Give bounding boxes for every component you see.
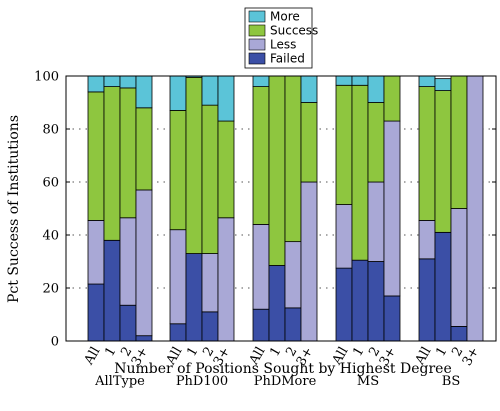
bar-failed (434, 231, 452, 342)
bar-success (351, 84, 369, 261)
bar-success (300, 102, 318, 183)
x-axis-title: Number of Positions Sought by Highest De… (114, 361, 451, 377)
plot-frame (65, 75, 497, 342)
bar-less (418, 220, 436, 260)
bar-more (252, 75, 270, 88)
bar-success (135, 107, 153, 191)
y-axis-title: Pct Success of Institutions (6, 115, 22, 303)
x-group-label: PhDMore (254, 374, 317, 389)
bar-success (383, 75, 401, 122)
x-subcategory-label: 1 (267, 345, 284, 360)
bar-success (87, 91, 105, 221)
bar-more (217, 75, 235, 122)
legend-label: Less (270, 38, 296, 52)
bar-failed (119, 304, 137, 342)
x-group-label: PhD100 (176, 374, 228, 389)
bar-success (119, 87, 137, 219)
bar-success (169, 110, 187, 231)
bar-success (252, 86, 270, 225)
bar-failed (418, 258, 436, 342)
bar-success (335, 84, 353, 205)
bar-success (367, 102, 385, 183)
bar-failed (450, 326, 468, 342)
bar-failed (268, 265, 286, 342)
bar-less (466, 75, 484, 342)
y-tick-label: 80 (42, 123, 59, 138)
bar-success (434, 90, 452, 233)
y-tick-label: 0 (51, 335, 59, 350)
bar-success (284, 75, 302, 243)
bar-failed (383, 295, 401, 342)
y-tick-label: 20 (42, 282, 59, 297)
bar-less (169, 229, 187, 325)
bar-success (103, 86, 121, 241)
bar-failed (367, 261, 385, 342)
y-tick-label: 60 (42, 176, 59, 191)
bar-failed (87, 283, 105, 342)
bar-less (217, 217, 235, 342)
bar-less (252, 223, 270, 310)
bar-success (185, 76, 203, 254)
bar-less (201, 253, 219, 313)
bar-failed (201, 311, 219, 342)
bar-failed (135, 335, 153, 342)
bar-more (351, 75, 369, 86)
x-group-label: MS (357, 374, 379, 389)
legend-swatch (248, 52, 266, 65)
bar-more (201, 75, 219, 106)
y-axis-ticks: 0 20 40 60 80 100 (34, 70, 496, 350)
bar-less (284, 241, 302, 309)
bar-failed (335, 267, 353, 342)
bar-less (367, 181, 385, 262)
x-subcategory-label: 1 (350, 345, 367, 360)
bar-failed (252, 308, 270, 342)
bar-success (450, 75, 468, 209)
bar-more (367, 75, 385, 103)
bars (87, 75, 484, 342)
bar-less (300, 181, 318, 342)
x-subcategory-label: 1 (102, 345, 119, 360)
bar-failed (284, 307, 302, 342)
bar-more (103, 75, 121, 88)
bar-success (201, 104, 219, 254)
bar-more (169, 75, 187, 111)
bar-failed (351, 259, 369, 342)
bar-success (217, 120, 235, 219)
x-subcategory-label: 1 (433, 345, 450, 360)
y-tick-label: 40 (42, 229, 59, 244)
legend-label: Failed (270, 52, 305, 66)
bar-less (87, 220, 105, 285)
x-subcategory-label: All (81, 345, 103, 369)
bar-failed (103, 239, 121, 342)
bar-less (383, 120, 401, 297)
y-tick-label: 100 (34, 70, 59, 85)
bar-more (418, 75, 436, 88)
legend-swatch (248, 24, 266, 37)
bar-less (135, 189, 153, 337)
bar-more (119, 75, 137, 89)
legend-swatch (248, 38, 266, 51)
bar-more (135, 75, 153, 109)
bar-more (434, 78, 452, 91)
bar-more (335, 75, 353, 86)
x-subcategory-label: 3+ (460, 345, 483, 369)
bar-failed (169, 323, 187, 342)
x-group-label: AllType (94, 374, 145, 389)
bar-less (335, 204, 353, 269)
legend-swatch (248, 10, 266, 23)
bar-less (450, 208, 468, 327)
bar-success (418, 86, 436, 221)
bar-more (300, 75, 318, 103)
legend-label: Success (270, 24, 318, 38)
x-subcategory-label: 1 (184, 345, 201, 360)
bar-success (268, 75, 286, 266)
bar-failed (185, 253, 203, 342)
x-group-label: BS (442, 374, 460, 389)
legend-label: More (270, 10, 300, 24)
bar-less (119, 217, 137, 306)
bar-more (87, 75, 105, 93)
